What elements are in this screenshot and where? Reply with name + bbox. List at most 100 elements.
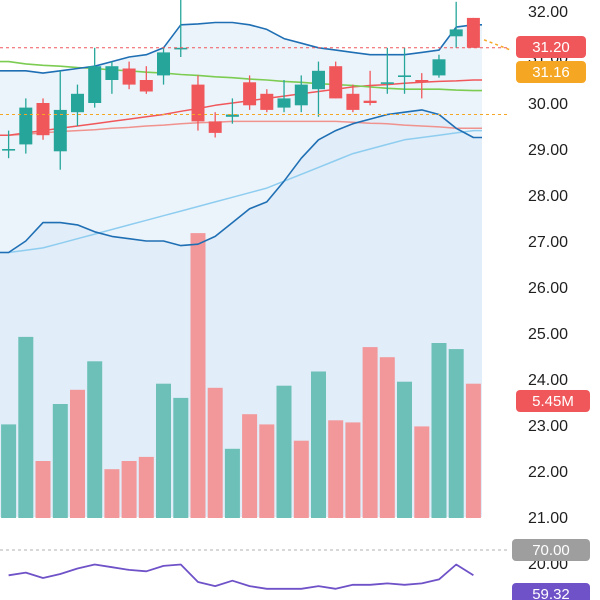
volume-bar <box>35 461 51 518</box>
volume-bar <box>276 385 292 518</box>
candle-body <box>191 84 205 122</box>
candle <box>157 47 170 85</box>
rsi-line <box>8 563 474 590</box>
volume-bar <box>173 397 189 518</box>
candle-body <box>122 68 136 85</box>
volume-bar <box>52 404 68 518</box>
candle-body <box>432 59 446 76</box>
candle <box>225 98 239 124</box>
candle <box>2 130 16 159</box>
volume-badge-label: 5.45M <box>532 393 574 410</box>
candle <box>312 61 325 117</box>
volume-bar <box>207 387 223 518</box>
volume-bar <box>431 343 447 518</box>
candle-body <box>398 75 411 77</box>
y-axis-tick-label: 27.00 <box>528 234 568 251</box>
candle <box>466 17 480 48</box>
candle <box>363 70 377 106</box>
level-badge-background <box>516 61 586 83</box>
candle <box>432 54 446 78</box>
candle-body <box>225 114 239 117</box>
candle-body <box>71 93 84 113</box>
candle-body <box>174 47 188 50</box>
volume-bar <box>465 383 481 518</box>
volume-bar <box>379 357 395 518</box>
y-axis-tick-label: 23.00 <box>528 418 568 435</box>
candle-body <box>277 98 291 108</box>
volume-bar <box>311 371 326 518</box>
bollinger-lower-band <box>0 109 482 254</box>
volume-bar <box>345 422 361 518</box>
volume-badge-background <box>516 390 590 412</box>
rsi-level-badge: 70.00 <box>512 539 590 561</box>
y-axis-tick-label: 32.00 <box>528 4 568 21</box>
candle <box>71 84 84 126</box>
volume-badge: 5.45M <box>516 390 590 412</box>
candle <box>191 75 205 131</box>
moving-average-pink <box>0 120 482 136</box>
candle-body <box>294 84 308 106</box>
level-badge-label: 31.16 <box>532 64 570 81</box>
moving-average-green <box>0 60 482 92</box>
price-projection-line <box>483 39 511 51</box>
volume-bar <box>70 389 85 518</box>
candle <box>174 0 188 57</box>
candle-body <box>19 107 33 145</box>
candle <box>277 80 291 113</box>
candle <box>105 61 119 94</box>
candle <box>415 73 429 99</box>
candle <box>449 1 463 48</box>
y-axis-tick-label: 30.00 <box>528 96 568 113</box>
rsi-level-badge-label: 70.00 <box>532 542 570 559</box>
candle <box>122 61 136 90</box>
rsi-badge-label: 59.32 <box>532 586 570 600</box>
candle-body <box>157 52 170 76</box>
candle <box>88 47 102 108</box>
y-axis-tick-label: 21.00 <box>528 510 568 527</box>
candle-body <box>449 29 463 37</box>
y-axis-tick-label: 24.00 <box>528 372 568 389</box>
candle-body <box>363 100 377 103</box>
candle-body <box>380 82 394 84</box>
candle <box>139 66 153 94</box>
volume-bar <box>190 233 206 518</box>
candle <box>208 112 222 138</box>
moving-average-light-blue <box>0 129 482 254</box>
y-axis-tick-label: 25.00 <box>528 326 568 343</box>
candle <box>53 70 67 170</box>
price-badge-background <box>516 36 586 58</box>
candle-body <box>208 121 222 133</box>
volume-bar <box>448 349 464 518</box>
candle-body <box>2 149 16 151</box>
candle-body <box>53 109 67 152</box>
volume-bar <box>138 456 154 518</box>
candle-body <box>139 80 153 92</box>
y-axis-tick-label: 29.00 <box>528 142 568 159</box>
y-axis-tick-label: 26.00 <box>528 280 568 297</box>
candle-body <box>36 103 50 136</box>
volume-bar <box>1 424 17 518</box>
bollinger-upper-band <box>0 21 482 74</box>
y-axis-tick-label: 22.00 <box>528 464 568 481</box>
candle <box>398 47 411 94</box>
volume-bar <box>87 361 103 518</box>
price-badge-label: 31.20 <box>532 39 570 56</box>
volume-bar <box>362 347 378 518</box>
level-badge: 31.16 <box>516 61 586 83</box>
candle <box>19 98 33 154</box>
candle <box>380 47 394 94</box>
y-axis-tick-label: 28.00 <box>528 188 568 205</box>
volume-bar <box>259 424 275 518</box>
lower-band-fill <box>0 109 482 518</box>
candle <box>294 75 308 113</box>
price-badge: 31.20 <box>516 36 586 58</box>
volume-bar <box>397 381 412 518</box>
volume-bar <box>224 448 240 518</box>
candle-body <box>415 80 429 83</box>
rsi-badge: 59.32 <box>512 583 590 600</box>
candle-body <box>260 93 274 110</box>
candle-body <box>346 93 360 110</box>
moving-average-red <box>0 79 482 136</box>
volume-bar <box>328 420 344 518</box>
